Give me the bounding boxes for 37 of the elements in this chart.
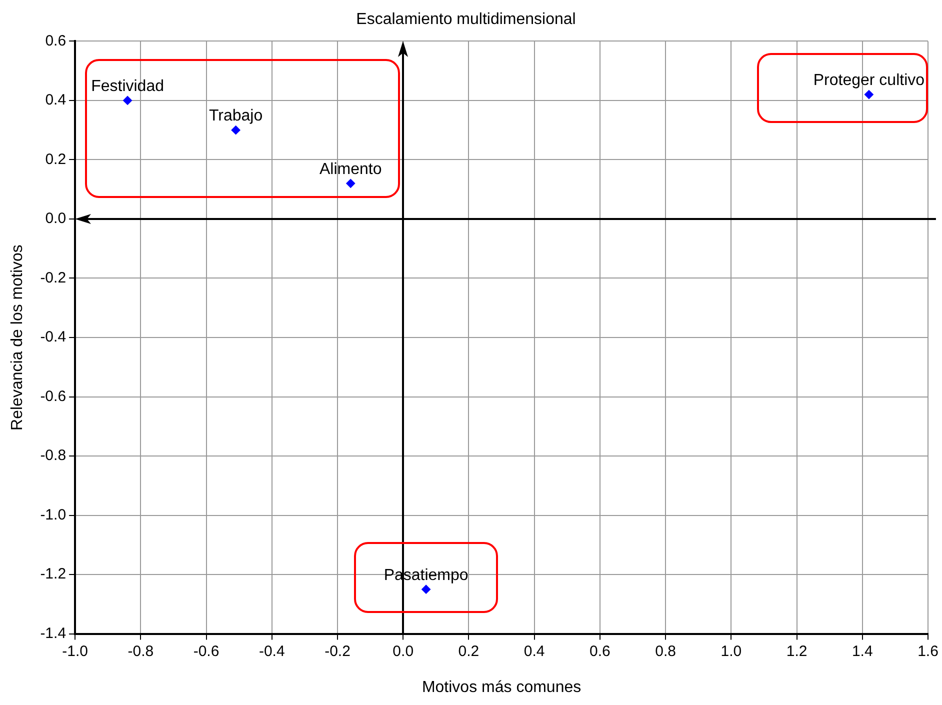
annotation: Alimento xyxy=(319,160,382,178)
y-tick-label: 0.0 xyxy=(45,210,66,228)
y-tick-label: -0.2 xyxy=(40,269,66,286)
y-axis-title: Relevancia de los motivos xyxy=(9,244,26,430)
x-tick-label: 0.0 xyxy=(392,642,414,660)
x-tick-label: -0.4 xyxy=(258,642,285,660)
x-tick-label: 1.6 xyxy=(918,642,938,660)
x-tick-label: 1.4 xyxy=(852,642,873,660)
x-tick-label: 0.8 xyxy=(655,642,676,660)
x-tick-label: 0.6 xyxy=(590,642,610,660)
chart-title: Escalamiento multidimensional xyxy=(356,11,576,28)
y-tick-label: -1.2 xyxy=(40,566,66,583)
annotation: Proteger cultivo xyxy=(813,72,925,89)
x-tick-label: -0.6 xyxy=(193,642,220,660)
point xyxy=(231,126,240,135)
annotation: Festividad xyxy=(91,78,164,95)
point xyxy=(864,90,874,100)
x-axis-title: Motivos más comunes xyxy=(422,678,582,696)
y-tick-label: -1.4 xyxy=(40,624,66,642)
y-tick-label: 0.6 xyxy=(45,32,66,50)
annotation: Trabajo xyxy=(208,107,263,124)
x-tick-label: -1.0 xyxy=(62,642,88,660)
x-tick-label: 0.2 xyxy=(458,642,480,660)
y-tick-label: -1.0 xyxy=(40,506,66,524)
y-tick-label: 0.2 xyxy=(45,150,66,168)
y-tick-label: 0.4 xyxy=(45,92,66,109)
y-tick-label: -0.4 xyxy=(40,328,66,346)
x-tick-label: 1.0 xyxy=(720,642,742,660)
y-tick-label: -0.6 xyxy=(40,388,66,405)
point xyxy=(422,584,431,594)
x-tick-label: 0.4 xyxy=(524,642,545,660)
x-tick-label: 1.2 xyxy=(786,642,808,660)
y-tick-label: -0.8 xyxy=(40,447,66,464)
x-tick-label: -0.8 xyxy=(128,642,154,660)
point xyxy=(346,178,356,188)
point xyxy=(123,96,132,105)
x-tick-label: -0.2 xyxy=(324,642,350,660)
